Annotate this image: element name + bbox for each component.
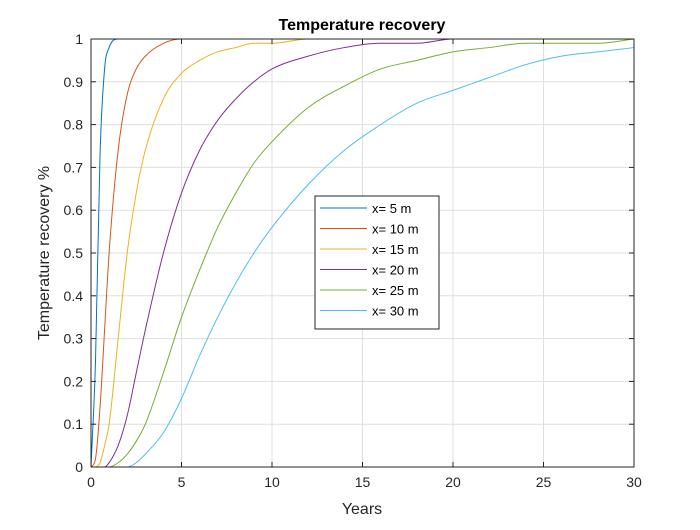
x-tick-label: 5 <box>178 474 186 490</box>
legend: x= 5 m x= 10 m x= 15 m x= 20 m x= 25 m x= 30 … <box>314 195 440 330</box>
x-tick-label: 30 <box>626 474 642 490</box>
x-tick-label: 15 <box>355 474 371 490</box>
y-tick-label: 0.8 <box>64 117 84 133</box>
legend-label: x= 5 m <box>372 201 411 216</box>
y-tick-label: 0.2 <box>64 373 84 389</box>
y-tick-label: 0.5 <box>64 245 84 261</box>
y-tick-label: 0.1 <box>64 416 84 432</box>
y-tick-label: 0.9 <box>64 74 84 90</box>
legend-label: x= 25 m <box>372 283 419 298</box>
x-tick-label: 10 <box>264 474 280 490</box>
y-tick-label: 0.3 <box>64 331 84 347</box>
y-tick-label: 0.4 <box>64 288 84 304</box>
y-tick-label: 0.6 <box>64 202 84 218</box>
x-axis-title: Years <box>342 501 382 518</box>
chart-title: Temperature recovery <box>279 17 446 34</box>
x-tick-label: 20 <box>445 474 461 490</box>
legend-label: x= 20 m <box>372 263 419 278</box>
y-tick-label: 0.7 <box>64 159 84 175</box>
legend-label: x= 30 m <box>372 304 419 319</box>
x-tick-label: 0 <box>87 474 95 490</box>
legend-label: x= 10 m <box>372 222 419 237</box>
legend-box <box>314 195 440 330</box>
y-tick-label: 0 <box>75 459 83 475</box>
legend-label: x= 15 m <box>372 242 419 257</box>
x-tick-label: 25 <box>536 474 552 490</box>
y-axis-title: Temperature recovery % <box>36 166 53 340</box>
axis-ticks: 0 5 10 15 20 25 30 0 0.1 0.2 0.3 0.4 0.5 0.6 0.7 0.8 0.9… <box>64 31 642 490</box>
y-tick-label: 1 <box>75 31 83 47</box>
